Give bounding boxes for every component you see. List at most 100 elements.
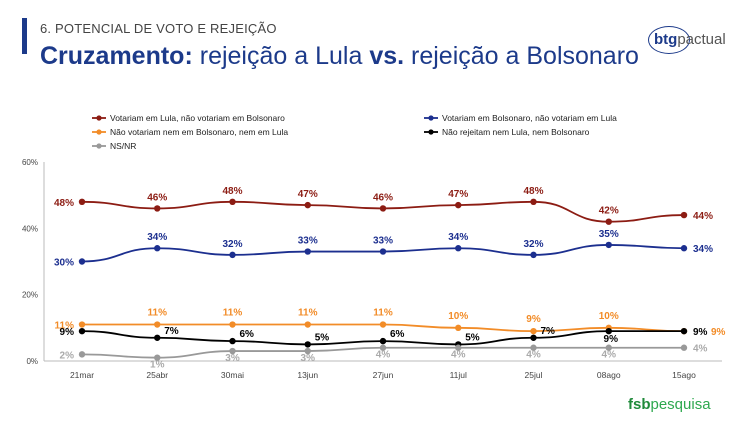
data-point [455,324,462,332]
page-title: Cruzamento: rejeição a Lula vs. rejeição… [40,42,639,71]
data-point [379,337,387,345]
data-label: 9% [711,327,726,338]
data-point [229,198,236,205]
data-point [78,351,86,358]
data-label: 46% [147,192,167,203]
data-point [530,251,537,259]
data-label: 9% [693,327,708,338]
data-point [605,327,612,335]
data-point [379,205,387,212]
data-label: 4% [602,350,617,361]
data-label: 6% [390,329,405,340]
data-label: 32% [523,239,543,250]
fsb-logo-light: pesquisa [650,396,711,413]
fsb-pesquisa-logo: fsbpesquisa [628,396,711,413]
data-point [605,218,612,225]
data-label: 2% [60,350,75,361]
data-label: 11% [148,308,168,319]
data-point [680,344,688,351]
legend-swatch-marker [96,129,102,135]
x-tick-label: 13jun [297,370,318,380]
data-point [304,248,311,255]
y-tick-label: 20% [22,291,38,300]
legend-swatch-marker [428,129,434,135]
data-label: 9% [526,314,541,325]
data-point [154,205,161,212]
data-label: 1% [150,360,165,371]
data-point [455,344,462,351]
data-point [680,245,688,252]
legend-label: Não votariam nem em Bolsonaro, nem em Lu… [110,127,288,137]
data-label: 4% [376,350,391,361]
legend-swatch-marker [96,143,102,149]
data-label: 7% [164,326,179,337]
data-point [78,258,86,265]
x-tick-label: 30mai [221,370,244,380]
data-label: 10% [448,311,468,322]
legend-label: Não rejeitam nem Lula, nem Bolsonaro [442,127,590,137]
data-label: 7% [541,326,556,337]
title-bold-2: vs. [369,42,405,70]
data-point [229,321,236,328]
x-tick-label: 08ago [597,370,621,380]
data-point [455,245,462,252]
data-point [154,354,161,361]
data-label: 47% [448,189,468,200]
y-tick-label: 60% [22,158,38,167]
data-label: 3% [301,353,316,364]
data-point [304,201,311,209]
data-point [304,347,311,355]
data-label: 30% [54,258,74,269]
section-label: 6. POTENCIAL DE VOTO E REJEIÇÃO [40,21,277,36]
data-label: 9% [60,327,75,338]
data-point [379,321,387,328]
btg-logo-bold: btg [654,31,678,48]
legend-swatch-marker [96,115,102,121]
data-label: 4% [451,350,466,361]
data-point [530,334,537,341]
title-bold-1: Cruzamento: [40,42,193,70]
data-label: 33% [373,236,393,247]
data-point [530,198,537,205]
data-label: 42% [599,206,619,217]
data-label: 35% [599,229,619,240]
btg-logo-ring [648,26,690,54]
x-tick-label: 21mar [70,370,94,380]
data-point [605,344,612,351]
data-label: 11% [55,321,75,332]
data-point [455,201,462,209]
data-label: 44% [693,211,713,222]
y-tick-label: 40% [22,224,38,233]
data-point [229,337,236,345]
data-label: 32% [222,239,242,250]
data-label: 34% [448,232,468,243]
series-line [81,200,685,223]
x-tick-label: 25jul [525,370,543,380]
data-point [78,327,86,335]
data-label: 11% [298,308,318,319]
x-tick-label: 11jul [450,370,467,380]
data-label: 33% [298,236,318,247]
data-label: 4% [693,344,708,355]
data-label: 5% [465,332,480,343]
data-point [379,248,387,255]
data-label: 48% [222,186,242,197]
data-point [304,341,311,348]
x-tick-label: 27jun [373,370,394,380]
data-point [680,327,688,335]
data-label: 34% [693,244,713,255]
data-point [379,344,387,351]
legend-label: NS/NR [110,141,136,151]
data-point [530,327,537,335]
data-point [229,347,236,355]
fsb-logo-bold: fsb [628,396,651,413]
data-point [530,344,537,351]
data-label: 5% [315,332,330,343]
y-tick-label: 0% [26,357,38,366]
data-point [304,321,311,328]
data-label: 9% [604,334,619,345]
data-label: 6% [240,329,255,340]
x-tick-label: 15ago [672,370,696,380]
legend-label: Votariam em Bolsonaro, não votariam em L… [442,113,617,123]
